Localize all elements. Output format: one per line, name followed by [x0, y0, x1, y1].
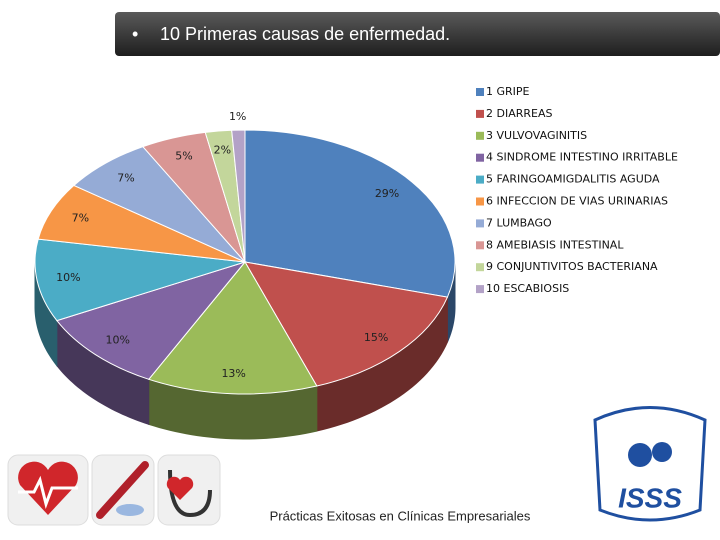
- data-label: 10%: [106, 334, 130, 347]
- heart-icon: [166, 476, 194, 500]
- data-label: 1%: [229, 110, 246, 123]
- data-label: 7%: [72, 212, 89, 225]
- heart-icon: [18, 461, 78, 515]
- icons: [7, 454, 221, 526]
- legend-label: 1 GRIPE: [486, 85, 530, 98]
- pie-slice: [55, 261, 247, 380]
- stethoscope-icon: [168, 469, 212, 518]
- legend-swatch: [476, 131, 484, 140]
- pie-slice: [244, 129, 456, 298]
- syringe-icon: [96, 461, 149, 519]
- pie-chart: 29% 15% 13% 10% 10% 7% 7% 5% 2% 1%: [34, 110, 456, 440]
- legend-swatch: [476, 263, 484, 272]
- legend-swatch: [476, 175, 484, 184]
- logo-text: ISSS: [618, 482, 682, 513]
- legend-label: 8 AMEBIASIS INTESTINAL: [486, 238, 624, 251]
- pill-icon: [116, 504, 144, 516]
- title-bar: [115, 12, 720, 56]
- pie-slice: [147, 261, 318, 395]
- legend-label: 9 CONJUNTIVITOS BACTERIANA: [486, 260, 658, 273]
- data-label: 5%: [175, 150, 192, 163]
- logo-figure: [652, 442, 672, 462]
- data-label: 10%: [56, 271, 80, 284]
- legend-swatch: [476, 197, 484, 206]
- legend-label: 10 ESCABIOSIS: [486, 282, 569, 295]
- data-label: 15%: [364, 331, 388, 344]
- pulse-icon: [18, 475, 78, 510]
- legend-swatch: [476, 285, 484, 294]
- legend-label: 4 SINDROME INTESTINO IRRITABLE: [486, 151, 678, 164]
- legend-swatch: [476, 88, 484, 96]
- logo: ISSS: [593, 406, 707, 522]
- data-label: 2%: [214, 144, 231, 157]
- data-label: 13%: [221, 367, 245, 380]
- chart-title: 10 Primeras causas de enfermedad.: [160, 24, 450, 44]
- logo-figure: [628, 443, 652, 467]
- data-label: 7%: [117, 171, 134, 184]
- pie-slice: [34, 238, 246, 322]
- footer: Prácticas Exitosas en Clínicas Empresari…: [270, 508, 531, 523]
- legend-label: 2 DIARREAS: [486, 107, 552, 120]
- legend-label: 7 LUMBAGO: [486, 216, 552, 229]
- legend-label: 6 INFECCION DE VIAS URINARIAS: [486, 195, 668, 208]
- data-label: 29%: [375, 187, 399, 200]
- legend-label: 5 FARINGOAMIGDALITIS AGUDA: [486, 173, 660, 186]
- legend-swatch: [476, 109, 484, 118]
- pie-slice: [231, 129, 246, 263]
- legend-swatch: [476, 219, 484, 228]
- legend: 1 GRIPE 2 DIARREAS 3 VULVOVAGINITIS 4 SINDR…: [476, 85, 678, 295]
- bullet: •: [132, 24, 138, 44]
- legend-swatch: [476, 153, 484, 162]
- legend-label: 3 VULVOVAGINITIS: [486, 129, 587, 142]
- legend-swatch: [476, 241, 484, 250]
- pie-slice: [244, 261, 449, 387]
- logo-outline: [593, 406, 707, 522]
